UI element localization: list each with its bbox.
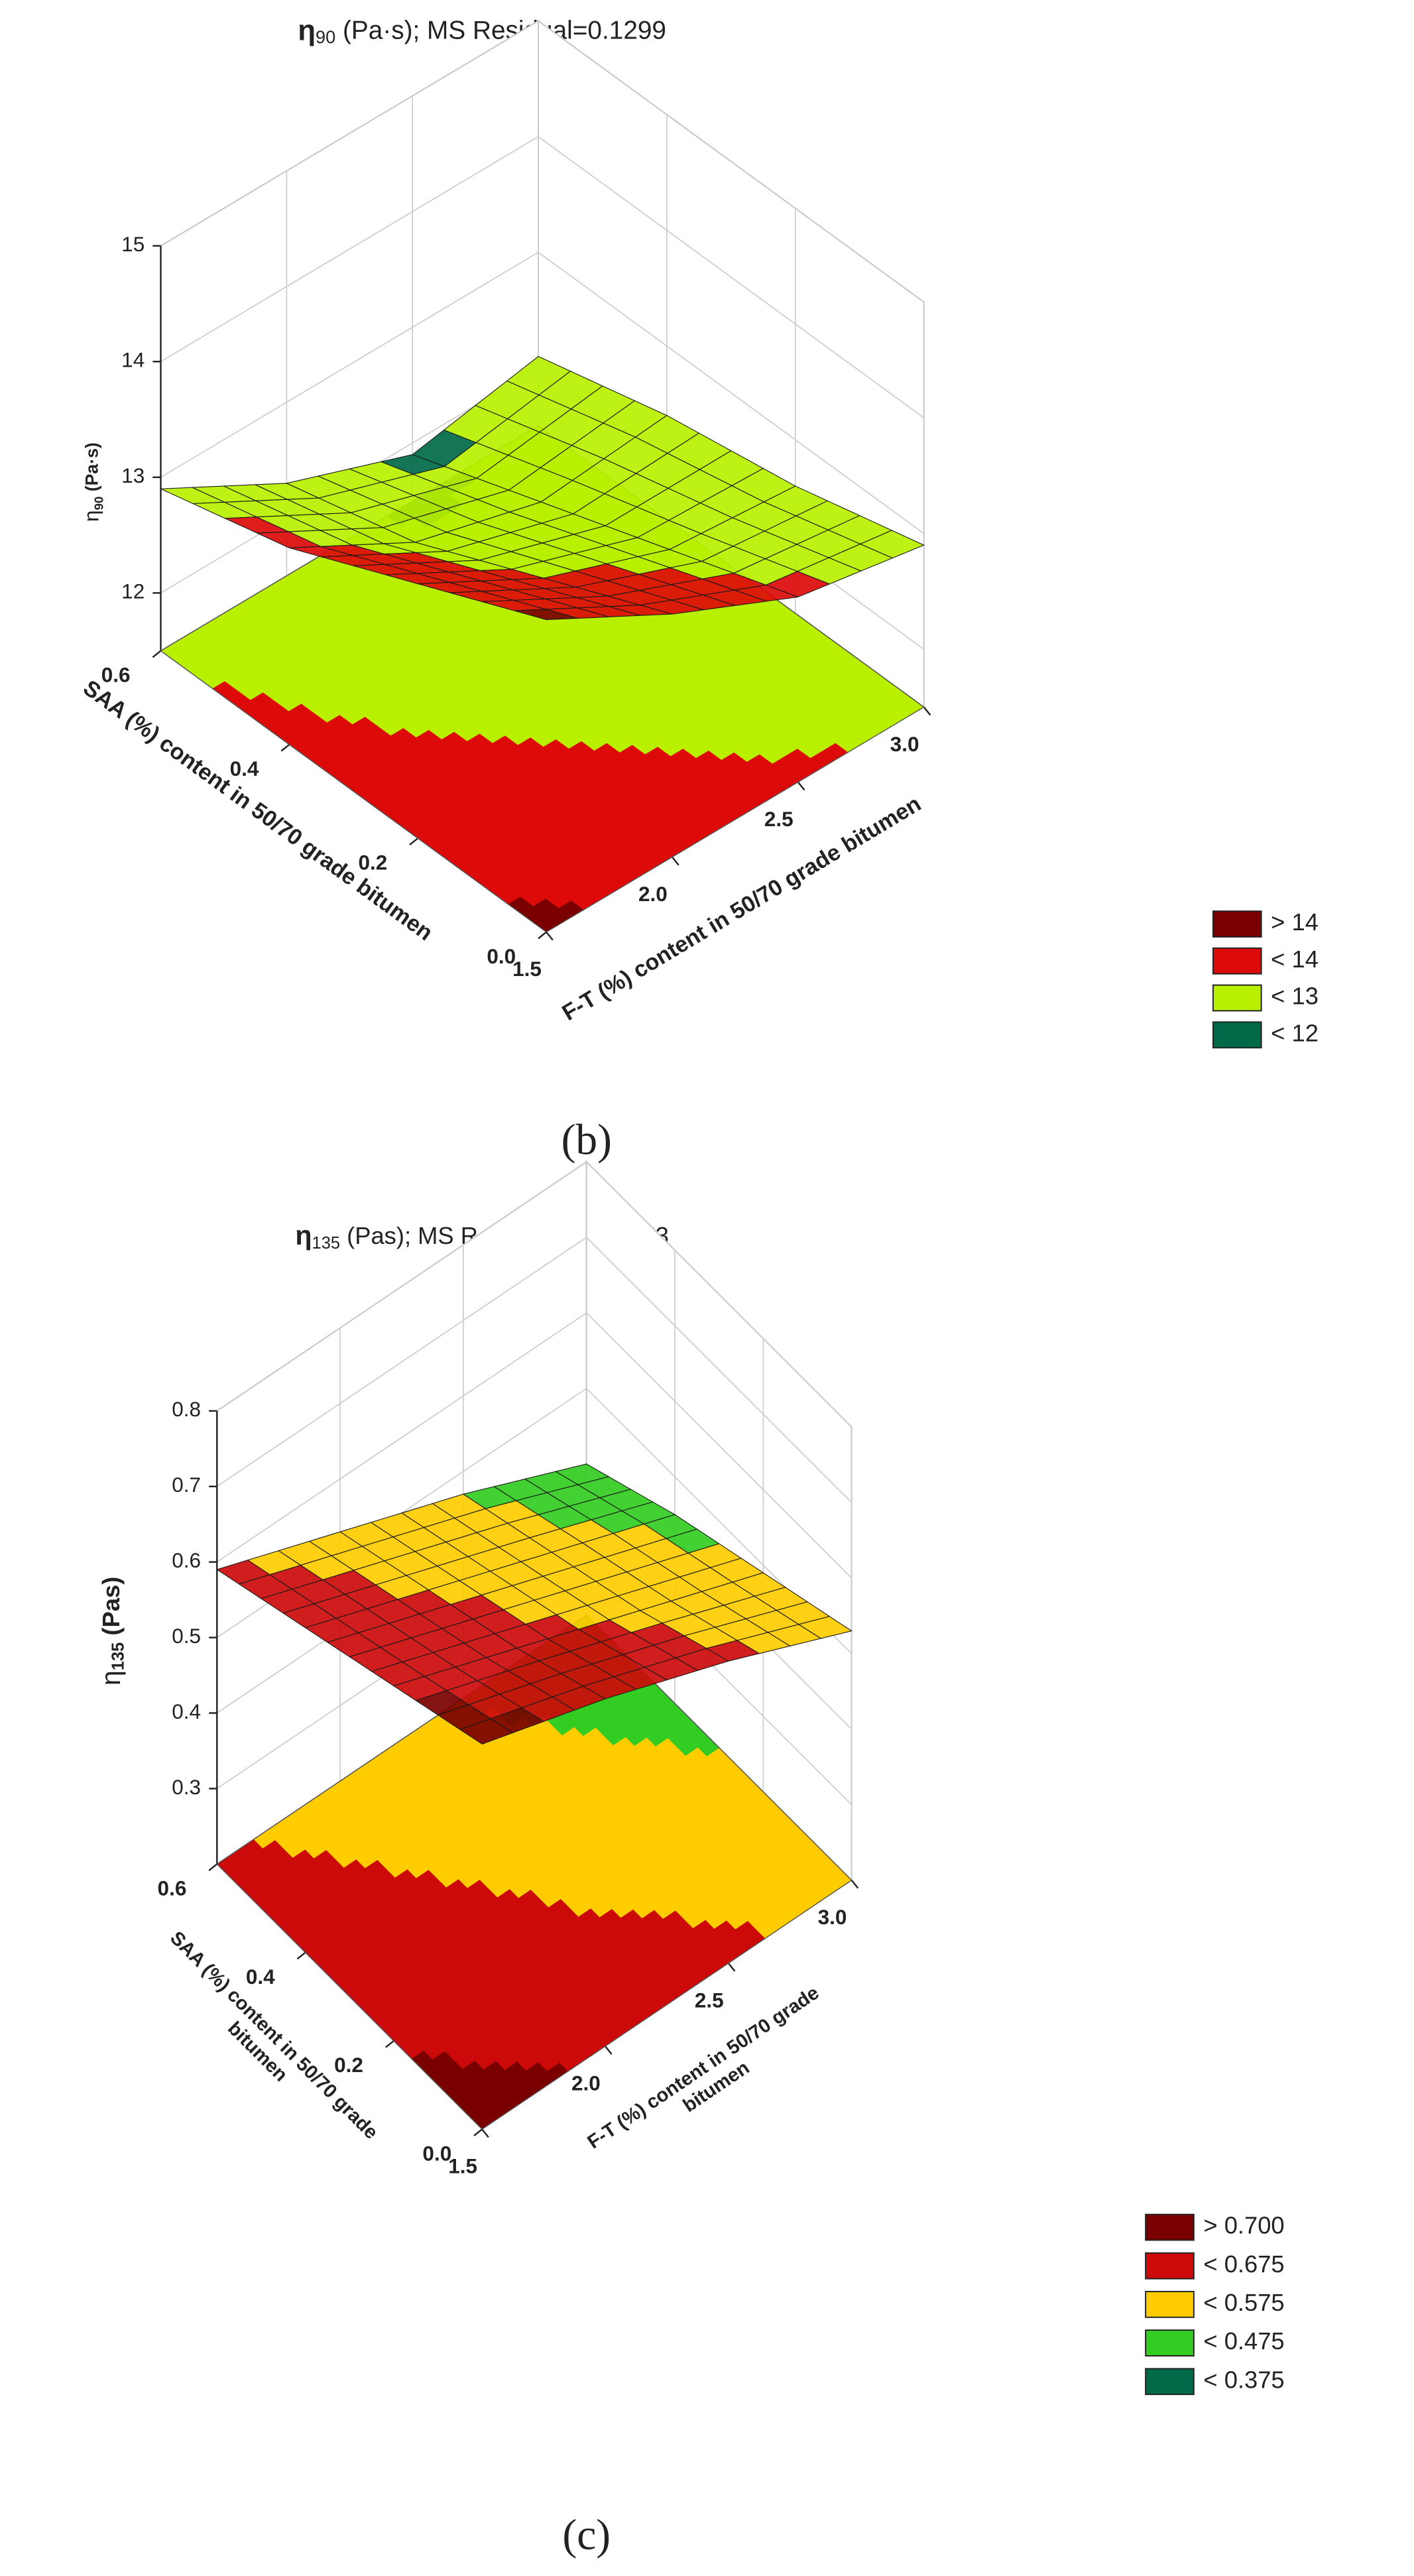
legend-swatch [1212,910,1262,938]
chart-title-subscript: 90 [316,27,335,47]
y-tick-label: 0.2 [358,850,387,874]
surface-cell [514,609,578,621]
z-axis-label-text: (Pa·s) [82,442,102,496]
legend-swatch [1145,2329,1195,2357]
z-axis-label-subscript: 135 [109,1642,127,1670]
z-tick-label: 0.8 [172,1397,201,1421]
panel-label: (c) [562,2511,611,2559]
x-tick-label: 2.5 [695,1988,724,2012]
z-tick-label: 15 [121,232,145,256]
legend-swatch [1212,984,1262,1012]
z-axis-label-symbol: η [80,510,103,522]
y-tick [473,2128,483,2136]
legend-swatch [1145,2213,1195,2241]
x-tick-label: 3.0 [890,732,919,756]
z-axis-label-text: (Pas) [97,1577,124,1642]
x-tick-label: 2.0 [571,2071,601,2095]
legend-label: < 14 [1271,946,1319,973]
z-tick-label: 0.7 [172,1473,201,1497]
x-tick-label: 1.5 [448,2154,477,2178]
x-tick [672,856,679,866]
legend-label: < 13 [1271,983,1319,1010]
panel-label: (b) [561,1117,612,1164]
z-tick-label: 0.4 [172,1699,201,1723]
y-tick-label: 0.0 [487,944,516,968]
chart-title: η90 (Pa·s); MS Residual=0.1299 [298,15,666,47]
legend-label: < 0.475 [1203,2327,1284,2355]
surface-cell [459,1718,514,1745]
x-tick-label: 3.0 [818,1905,847,1929]
y-tick [538,931,547,940]
z-tick-label: 0.6 [172,1548,201,1572]
legend-label: > 0.700 [1203,2212,1284,2239]
x-tick-label: 2.0 [638,882,668,906]
legend-label: < 0.375 [1203,2366,1284,2393]
y-tick [409,837,419,845]
legend-swatch [1145,2252,1195,2280]
x-tick [851,1879,859,1889]
legend-label: > 14 [1271,908,1319,936]
x-tick-label: 2.5 [764,807,794,831]
x-tick [923,706,931,716]
y-tick [208,1863,218,1871]
legend-swatch [1212,1021,1262,1049]
y-tick-label: 0.4 [246,1965,275,1989]
z-tick-label: 14 [121,348,145,372]
legend-swatch [1212,947,1262,975]
x-tick [546,931,554,941]
z-tick-label: 0.5 [172,1624,201,1648]
y-tick [296,1951,306,1960]
z-axis-label-subscript: 90 [91,497,105,511]
z-axis-label: η135 (Pas) [95,1577,128,1686]
z-axis-label: η90 (Pa·s) [80,442,105,522]
y-tick-label: 0.0 [422,2141,451,2165]
z-tick-label: 13 [121,463,145,487]
y-tick [152,650,162,658]
y-tick-label: 0.6 [101,663,131,687]
y-tick-label: 0.6 [158,1876,187,1900]
x-tick [481,2128,489,2138]
legend-swatch [1145,2291,1195,2318]
z-axis-label-symbol: η [95,1670,126,1686]
y-tick [385,2040,394,2048]
y-tick-label: 0.4 [230,757,259,780]
x-tick [605,2046,613,2055]
x-tick-label: 1.5 [512,957,542,981]
legend-swatch [1145,2368,1195,2396]
legend-label: < 12 [1271,1019,1319,1046]
x-tick [797,781,805,791]
y-tick [280,743,290,752]
chart-title-symbol: η [295,1220,312,1251]
chart-title-text: (Pa·s); MS Residual=0.1299 [335,17,666,45]
legend-label: < 0.675 [1203,2250,1284,2278]
y-tick-label: 0.2 [334,2053,363,2077]
chart-title-subscript: 135 [312,1234,340,1253]
x-tick [727,1963,736,1972]
z-tick-label: 12 [121,580,145,603]
z-tick-label: 0.3 [172,1775,201,1799]
chart-title-symbol: η [298,15,316,46]
legend-label: < 0.575 [1203,2289,1284,2316]
